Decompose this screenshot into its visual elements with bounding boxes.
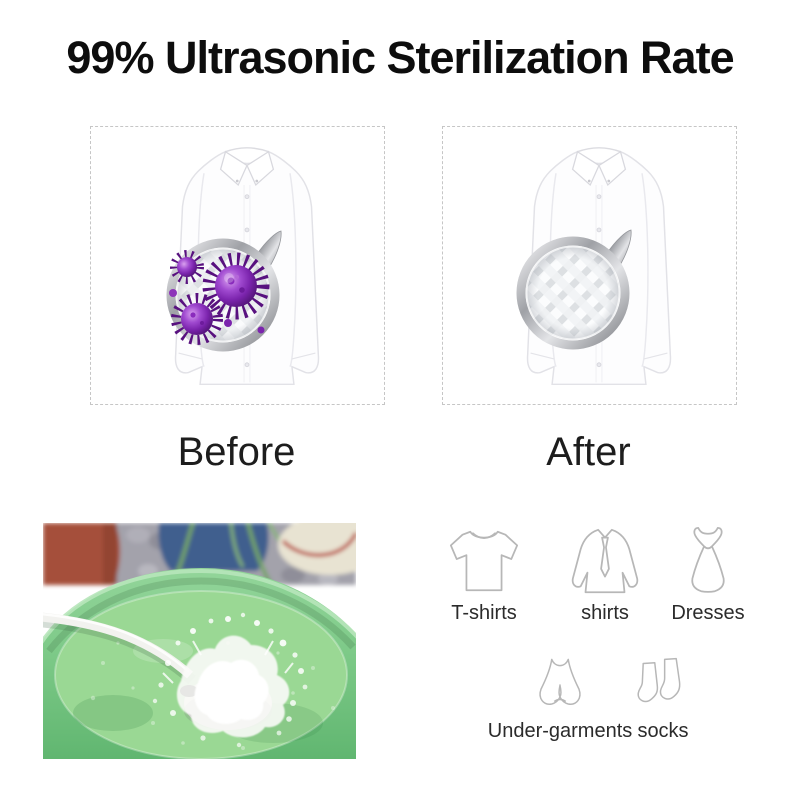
- garment-tshirts: T-shirts: [429, 522, 539, 625]
- washer-in-basin-photo: [43, 523, 356, 759]
- page-title: 99% Ultrasonic Sterilization Rate: [66, 32, 734, 83]
- garment-label: shirts: [581, 602, 629, 624]
- socks-icon: [637, 657, 681, 703]
- garment-label: Under-garments: [487, 720, 633, 742]
- before-panel: [90, 126, 385, 405]
- bacteria-cluster: [169, 250, 270, 345]
- power-cable: [43, 612, 196, 685]
- splash-droplets: [152, 612, 308, 748]
- clean-magnifier-icon: [516, 229, 632, 350]
- garment-undergarments: Under-garments: [488, 652, 632, 743]
- garment-label: T-shirts: [451, 602, 517, 624]
- bacteria-magnifier-icon: [166, 230, 282, 352]
- before-label: Before: [177, 430, 296, 474]
- water-splash: [176, 635, 290, 738]
- tshirt-icon: [449, 530, 519, 592]
- shirt-icon: [571, 528, 639, 594]
- dress-icon: [691, 526, 725, 593]
- undergarments-icon: [539, 658, 581, 705]
- garment-socks: socks: [608, 652, 718, 743]
- after-label: After: [546, 430, 631, 474]
- after-panel: [442, 126, 737, 405]
- garment-shirts: shirts: [550, 522, 660, 625]
- product-demo-photo: [43, 523, 356, 759]
- garment-label: Dresses: [671, 602, 745, 624]
- garment-label: socks: [637, 720, 689, 742]
- garment-dresses: Dresses: [653, 522, 763, 625]
